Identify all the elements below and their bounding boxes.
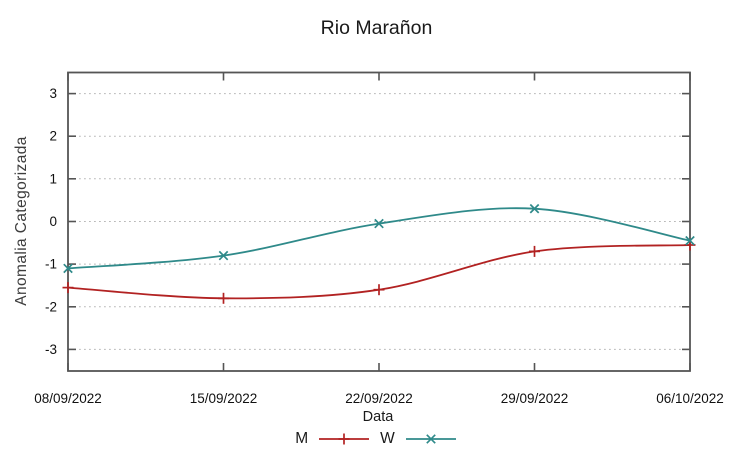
- legend-label-m: M: [295, 430, 309, 447]
- x-tick-label: 29/09/2022: [501, 391, 569, 406]
- marker-cross-w: [685, 235, 695, 246]
- legend-marker-m: [338, 433, 350, 445]
- chart-title: Rio Marañon: [320, 17, 433, 39]
- y-tick-label: -2: [45, 299, 57, 314]
- y-tick-label: 2: [49, 129, 57, 144]
- marker-plus-m: [373, 284, 385, 296]
- x-tick-label: 15/09/2022: [190, 391, 258, 406]
- legend-marker-w: [425, 434, 436, 444]
- legend: M W: [0, 430, 753, 448]
- marker-cross-w: [63, 263, 73, 274]
- legend-label-w: W: [380, 430, 395, 447]
- x-tick-label: 08/09/2022: [34, 391, 102, 406]
- x-tick-label: 22/09/2022: [345, 391, 413, 406]
- x-axis-label: Data: [362, 409, 394, 425]
- marker-cross-w: [374, 218, 384, 229]
- marker-plus-m: [529, 245, 540, 257]
- x-tick-label: 06/10/2022: [656, 391, 724, 406]
- series-line-w: [67, 207, 691, 270]
- marker-plus-m: [218, 292, 229, 304]
- y-axis-label: Anomalia Categorizada: [13, 136, 30, 306]
- legend-sample-w-line: [405, 434, 456, 444]
- y-tick-label: 1: [49, 171, 57, 186]
- marker-plus-m: [62, 282, 74, 294]
- legend-sample-m-line: [319, 433, 370, 445]
- y-tick-label: -1: [45, 257, 57, 272]
- y-tick-label: -3: [45, 342, 57, 357]
- marker-cross-w: [529, 203, 540, 214]
- y-tick-label: 0: [49, 214, 57, 229]
- marker-cross-w: [218, 250, 229, 261]
- y-tick-label: 3: [49, 86, 57, 101]
